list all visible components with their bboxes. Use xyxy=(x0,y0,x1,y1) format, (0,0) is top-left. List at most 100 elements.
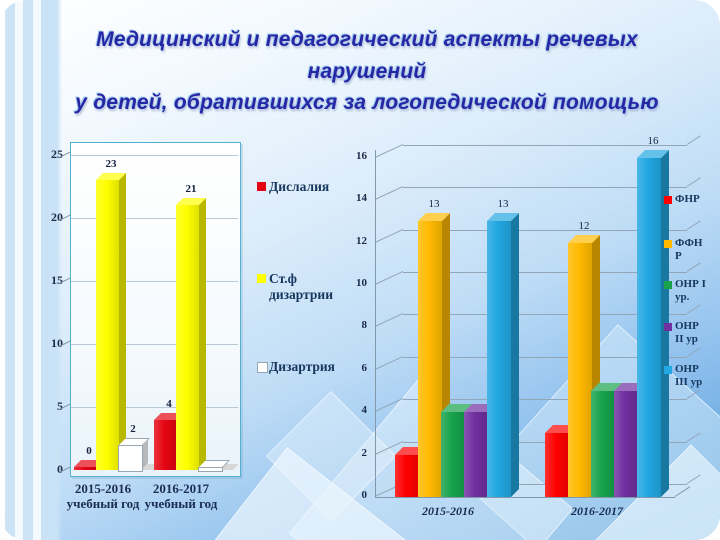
legend-label: ОНР I ур. xyxy=(675,278,706,303)
legend-label: ФНР xyxy=(675,193,700,205)
legend-label: Дизартрия xyxy=(269,359,335,374)
left-stripes-decoration xyxy=(0,0,62,540)
category-label-line: 2016-2017 xyxy=(571,504,623,518)
bar-side xyxy=(199,198,206,470)
bar-front xyxy=(395,455,419,497)
axis-tick xyxy=(374,398,404,413)
y-axis-tick-label: 16 xyxy=(356,149,367,162)
bar-value-label: 2 xyxy=(130,423,136,435)
bar-value-label: 23 xyxy=(105,158,117,170)
bar-front xyxy=(464,412,488,497)
category-label-line: 2016-2017 xyxy=(152,481,210,496)
y-axis-tick-label: 2 xyxy=(361,446,368,459)
left-bar-chart: 0 5 10 15 20 25 0 23 2 2015-2016 учебный год 4 21 201… xyxy=(51,142,335,511)
legend-swatch xyxy=(664,240,672,248)
legend-swatch xyxy=(257,274,266,283)
slide-title: Медицинский и педагогический аспекты реч… xyxy=(42,24,692,119)
gridline xyxy=(71,344,238,345)
bar-front xyxy=(176,205,199,470)
gridline xyxy=(403,399,687,401)
bar-value-label: 16 xyxy=(647,135,659,147)
gridline xyxy=(71,155,238,156)
gridline xyxy=(403,229,687,231)
bar-front xyxy=(568,243,592,497)
y-axis-tick-label: 0 xyxy=(57,462,63,476)
y-axis-tick-label: 15 xyxy=(51,273,63,287)
slide-title-line1: Медицинский и педагогический аспекты реч… xyxy=(96,28,638,83)
gridline-tail xyxy=(686,347,701,357)
bar-value-label: 12 xyxy=(578,220,590,232)
bar-front xyxy=(487,221,511,497)
bar-front xyxy=(545,433,569,497)
category-label-line: учебный год xyxy=(144,496,218,511)
gridline xyxy=(403,187,687,189)
gridline xyxy=(403,272,687,273)
category-label: 2016-2017 xyxy=(547,504,647,518)
legend-label: ОНР II ур xyxy=(675,320,699,345)
bar-front xyxy=(637,158,661,497)
legend-label: ОНР III ур xyxy=(675,363,703,388)
legend-swatch xyxy=(664,196,672,204)
legend-label: ФФНР xyxy=(675,237,703,262)
y-axis-tick-label: 20 xyxy=(51,210,63,224)
legend-label: Ст.ф дизартрии xyxy=(269,271,333,302)
gridline-tail xyxy=(686,219,701,230)
bar-front xyxy=(418,221,442,497)
y-axis-tick-label: 12 xyxy=(356,234,367,247)
y-axis-tick-label: 8 xyxy=(361,319,368,332)
axis-tick xyxy=(374,313,404,328)
y-axis-tick-label: 14 xyxy=(356,192,367,205)
legend-swatch xyxy=(664,281,672,289)
category-label-line: учебный год xyxy=(66,496,140,511)
y-axis-tick-label: 0 xyxy=(361,489,368,501)
x-axis-line xyxy=(375,497,675,498)
bar-front xyxy=(96,180,119,470)
bar-value-label: 13 xyxy=(428,198,440,210)
y-axis-tick-label: 5 xyxy=(57,399,63,413)
bar-front xyxy=(614,391,638,497)
category-label: 2015-2016 учебный год xyxy=(53,481,153,511)
bar-side xyxy=(511,213,519,497)
category-label: 2016-2017 учебный год xyxy=(131,481,231,511)
bar-value-label: 0 xyxy=(86,445,92,457)
y-axis-tick-label: 25 xyxy=(51,147,63,161)
category-label-line: 2015-2016 xyxy=(74,481,132,496)
bar-value-label: 21 xyxy=(185,183,197,195)
legend-swatch xyxy=(257,362,268,373)
gridline xyxy=(403,144,687,146)
category-label: 2015-2016 xyxy=(398,504,498,518)
bar-front xyxy=(591,391,615,497)
y-axis-line xyxy=(375,150,376,498)
bar-value-label: 13 xyxy=(497,198,509,210)
y-axis-tick-label: 10 xyxy=(51,336,63,350)
bar-front xyxy=(441,412,465,497)
legend-swatch xyxy=(257,182,266,191)
bar-front xyxy=(198,467,223,472)
bar-front xyxy=(118,445,143,472)
y-axis-tick-label: 6 xyxy=(361,361,368,374)
axis-tick xyxy=(374,270,404,285)
gridline xyxy=(403,356,687,358)
category-label-line: 2015-2016 xyxy=(422,504,474,518)
gridline xyxy=(71,218,238,219)
gridline xyxy=(71,281,238,282)
gridline xyxy=(403,314,687,316)
legend-swatch xyxy=(664,366,672,374)
bar-value-label: 4 xyxy=(166,398,172,410)
legend-swatch xyxy=(664,323,672,331)
gridline-tail xyxy=(686,177,701,188)
gridline-tail xyxy=(686,135,701,145)
axis-tick xyxy=(374,228,404,243)
gridline xyxy=(71,407,238,408)
legend-label: Дислалия xyxy=(269,179,330,194)
slide-title-line2: у детей, обратившихся за логопедической … xyxy=(75,91,659,114)
axis-tick xyxy=(374,143,404,158)
bar-front xyxy=(74,467,97,470)
y-axis-tick-label: 4 xyxy=(361,404,368,417)
gridline-tail xyxy=(686,304,701,315)
axis-tick xyxy=(374,355,404,370)
axis-tick xyxy=(374,186,404,201)
gridline-tail xyxy=(686,262,701,272)
right-bar-chart: 0 2 4 6 8 10 12 14 16 13 13 2015-2016 12 16 2016-2017 Ф… xyxy=(356,135,706,518)
